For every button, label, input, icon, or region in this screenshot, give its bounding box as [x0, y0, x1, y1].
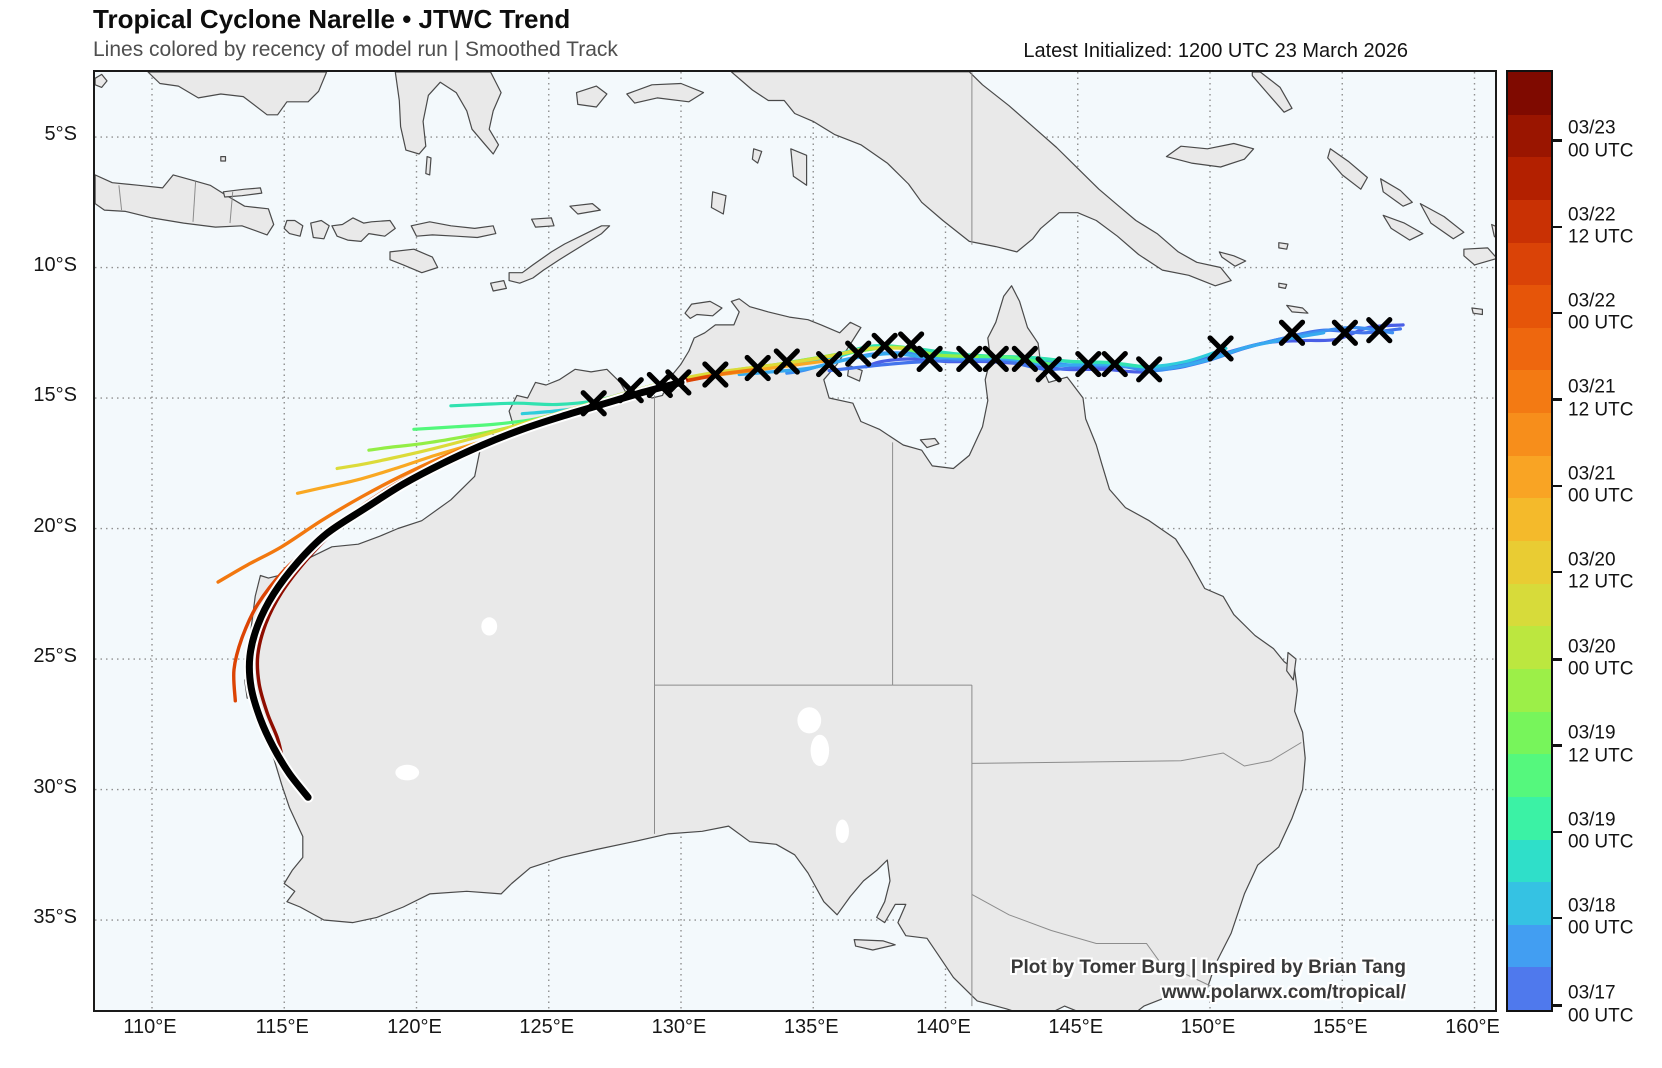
latest-initialized-label: Latest Initialized: 1200 UTC 23 March 20…: [1023, 40, 1408, 62]
x-tick-label: 120°E: [387, 1016, 442, 1038]
state-borders: [118, 72, 1302, 1007]
y-tick-label: 20°S: [33, 514, 77, 537]
land-new-ireland: [1251, 72, 1293, 113]
credits-line2: www.polarwx.com/tropical/: [1161, 981, 1406, 1003]
y-tick-label: 15°S: [33, 384, 77, 406]
colorbar-tick-label: 03/20 12 UTC: [1568, 549, 1634, 593]
y-tick-label: 25°S: [33, 645, 77, 667]
page-title: Tropical Cyclone Narelle • JTWC Trend: [93, 4, 571, 34]
x-tick-label: 150°E: [1180, 1016, 1236, 1038]
land-timor: [508, 225, 611, 284]
credits: Plot by Tomer Burg | Inspired by Brian T…: [1011, 956, 1406, 1005]
x-tick-label: 140°E: [916, 1016, 971, 1038]
colorbar-tick-mark: [1553, 139, 1562, 142]
salt-lakes: [395, 617, 849, 844]
land-malaita: [1491, 223, 1495, 238]
land-buru: [575, 85, 608, 108]
land-new-britain: [1165, 142, 1255, 168]
colorbar-tick-mark: [1553, 830, 1562, 834]
x-tick-label: 160°E: [1445, 1016, 1500, 1038]
land-sulawesi: [394, 72, 502, 155]
land-seram: [626, 82, 705, 104]
colorbar-tick-label: 03/19 00 UTC: [1568, 809, 1634, 853]
land-fraser: [1286, 651, 1297, 681]
land-flores: [410, 221, 497, 239]
land-alor: [531, 217, 555, 228]
land-melville: [684, 300, 723, 319]
colorbar-tick-mark: [1553, 744, 1562, 747]
land-australia: [244, 285, 1306, 1010]
y-tick-label: 10°S: [33, 253, 77, 276]
land-rennell: [1471, 307, 1483, 316]
latitude-axis: 5°S 10°S 15°S 20°S 25°S 30°S 35°S: [0, 70, 85, 1008]
land-madura: [222, 187, 263, 198]
land-new-georgia: [1382, 214, 1424, 241]
land-bougainville: [1327, 148, 1368, 190]
longitude-axis: 110°E 115°E 120°E 125°E 130°E 135°E 140°E 145°E…: [93, 1016, 1499, 1046]
colorbar-tick-mark: [1553, 1004, 1562, 1007]
land-belitung: [95, 73, 108, 88]
land-mornington: [919, 437, 940, 449]
colorbar-tick-mark: [1553, 570, 1562, 574]
x-tick-label: 145°E: [1048, 1016, 1104, 1038]
x-tick-label: 110°E: [123, 1016, 177, 1038]
land-dentrecasteaux: [1218, 251, 1247, 267]
page-subtitle: Lines colored by recency of model run | …: [93, 38, 618, 61]
colorbar-tick-label: 03/23 00 UTC: [1568, 117, 1634, 162]
land-sumbawa: [331, 217, 396, 242]
colorbar-tick-label: 03/17 00 UTC: [1568, 982, 1634, 1027]
colorbar-tick-mark: [1553, 916, 1562, 920]
land-bali: [283, 219, 304, 237]
colorbar-tick-label: 03/21 00 UTC: [1568, 463, 1634, 507]
map-canvas: [93, 70, 1497, 1012]
land-guadalcanal: [1463, 247, 1495, 266]
land-tanimbar: [710, 191, 727, 215]
land-lombok: [310, 219, 330, 240]
land-java: [95, 174, 275, 236]
land-borneo: [147, 72, 328, 116]
colorbar-tick-mark: [1553, 658, 1562, 661]
y-tick-label: 5°S: [44, 123, 77, 145]
colorbar-tick-mark: [1553, 398, 1562, 401]
land-wetar: [569, 203, 601, 215]
land-aru: [790, 148, 808, 186]
colorbar-tick-mark: [1553, 311, 1562, 315]
colorbar-tick-mark: [1553, 484, 1562, 488]
land-selayar: [425, 156, 432, 176]
colorbar: 03/23 00 UTC 03/22 12 UTC 03/22 00 UTC 03/21 12…: [1506, 70, 1662, 1026]
land-woodlark: [1278, 242, 1289, 250]
y-tick-label: 30°S: [33, 775, 77, 798]
colorbar-tick-label: 03/18 00 UTC: [1568, 895, 1634, 939]
track-03-23-12-UTC--latest-: [245, 378, 685, 801]
x-tick-label: 155°E: [1312, 1016, 1368, 1038]
x-tick-label: 135°E: [783, 1016, 839, 1038]
land-santa-isabel: [1419, 203, 1465, 240]
colorbar-tick-label: 03/22 00 UTC: [1568, 290, 1634, 334]
land-kangaroo: [853, 939, 896, 951]
y-tick-label: 35°S: [33, 906, 77, 928]
colorbar-tick-label: 03/21 12 UTC: [1568, 376, 1634, 421]
land-tagula: [1286, 304, 1309, 314]
land-kei: [751, 148, 763, 164]
observed-position-markers: [580, 317, 1393, 417]
land-new-guinea: [730, 72, 1232, 287]
land-misima: [1278, 282, 1288, 289]
x-tick-label: 130°E: [651, 1016, 707, 1038]
colorbar-gradient: [1506, 70, 1553, 1012]
colorbar-tick-mark: [1553, 225, 1562, 229]
colorbar-tick-label: 03/22 12 UTC: [1568, 204, 1634, 248]
land-sumba: [389, 248, 439, 274]
land-choiseul: [1380, 178, 1413, 207]
colorbar-tick-label: 03/20 00 UTC: [1568, 636, 1634, 681]
landmasses: [95, 72, 1495, 1010]
land-rote: [490, 280, 507, 292]
colorbar-tick-label: 03/19 12 UTC: [1568, 722, 1634, 767]
credits-line1: Plot by Tomer Burg | Inspired by Brian T…: [1010, 957, 1406, 978]
x-tick-label: 125°E: [519, 1016, 575, 1038]
x-tick-label: 115°E: [255, 1016, 309, 1038]
land-bawean: [220, 156, 227, 162]
